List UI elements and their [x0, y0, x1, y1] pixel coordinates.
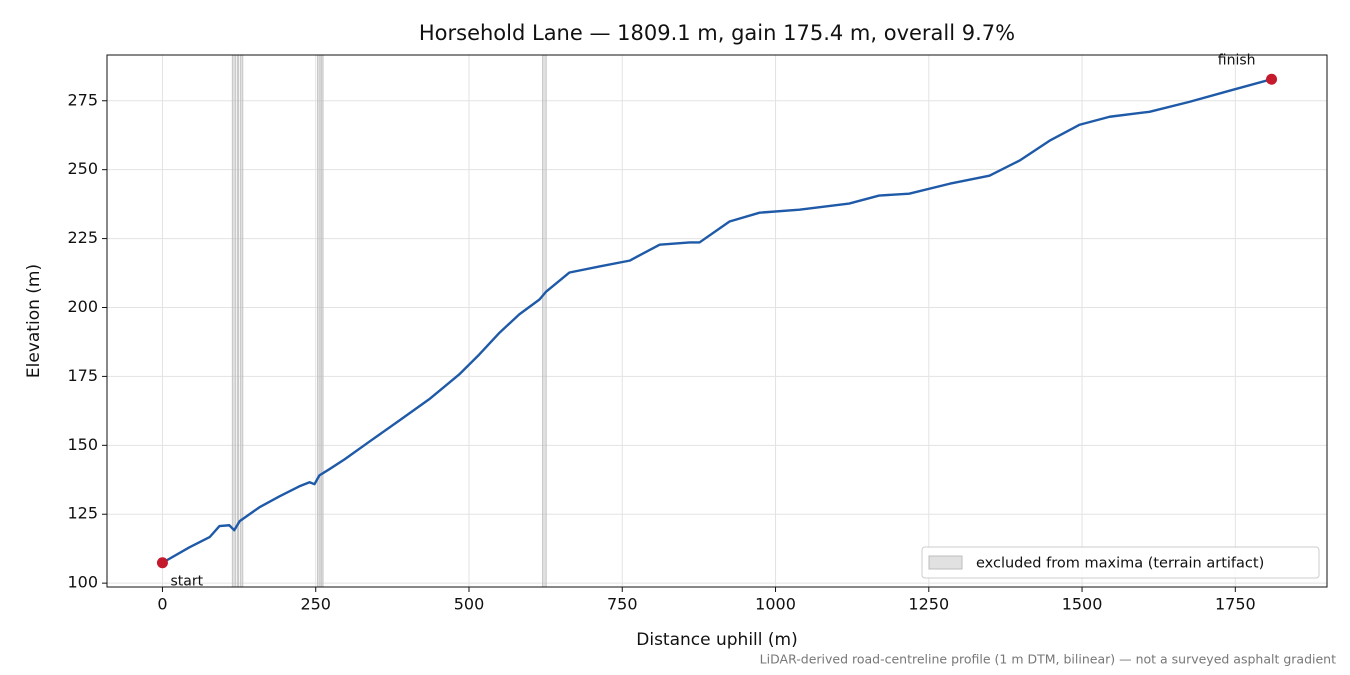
legend-swatch — [928, 555, 963, 570]
excluded-span — [317, 54, 321, 588]
excluded-span — [542, 54, 547, 588]
x-tick-label: 1250 — [908, 595, 949, 614]
x-tick-label: 750 — [607, 595, 638, 614]
y-tick-label: 150 — [67, 435, 98, 454]
y-tick-label: 250 — [67, 159, 98, 178]
y-tick-label: 200 — [67, 297, 98, 316]
excluded-span — [231, 54, 236, 588]
x-tick-label: 1000 — [755, 595, 796, 614]
endpoint-label: finish — [1218, 52, 1256, 68]
excluded-span — [236, 54, 239, 588]
x-tick-label: 1750 — [1215, 595, 1256, 614]
y-axis-label: Elevation (m) — [24, 264, 44, 378]
y-tick-label: 225 — [67, 228, 98, 247]
y-tick-label: 175 — [67, 366, 98, 385]
y-tick-label: 100 — [67, 573, 98, 592]
x-tick-label: 0 — [157, 595, 167, 614]
x-tick-label: 250 — [300, 595, 331, 614]
plot-frame — [106, 54, 1328, 588]
x-tick-label: 500 — [454, 595, 485, 614]
y-tick-label: 275 — [67, 90, 98, 109]
endpoint-marker — [156, 557, 168, 569]
x-tick-label: 1500 — [1062, 595, 1103, 614]
legend-box — [921, 546, 1320, 579]
excluded-span — [320, 54, 324, 588]
excluded-span — [239, 54, 244, 588]
legend-label: excluded from maxima (terrain artifact) — [976, 556, 1264, 572]
endpoint-marker — [1266, 73, 1278, 85]
elevation-line — [161, 78, 1272, 564]
endpoint-label: start — [170, 574, 203, 590]
footnote: LiDAR-derived road-centreline profile (1… — [760, 652, 1336, 667]
chart-title: Horsehold Lane — 1809.1 m, gain 175.4 m,… — [419, 21, 1015, 45]
x-axis-label: Distance uphill (m) — [636, 630, 797, 650]
y-tick-label: 125 — [67, 504, 98, 523]
